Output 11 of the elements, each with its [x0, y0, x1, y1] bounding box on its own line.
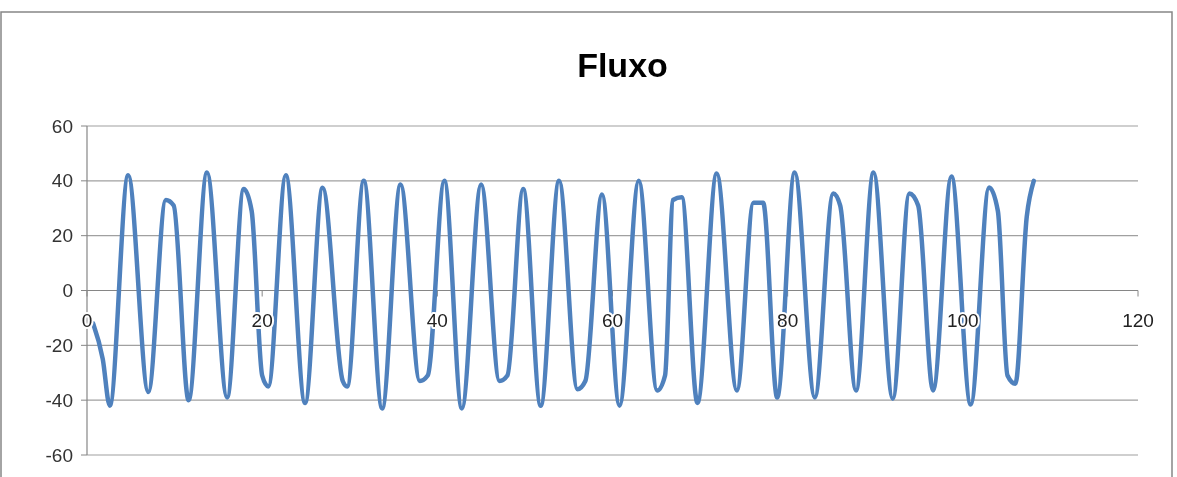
y-tick-label: -40: [45, 389, 73, 411]
y-tick-label: 60: [51, 115, 73, 137]
y-tick-label: -60: [45, 444, 73, 466]
line-series: [90, 170, 1037, 411]
x-tick-label: 120: [1122, 309, 1154, 331]
x-tick-label: 0: [81, 309, 93, 331]
y-tick-label: -20: [45, 334, 73, 356]
y-tick-label: 0: [62, 280, 73, 302]
y-tick-label: 40: [51, 170, 73, 192]
chart-title: Fluxo: [577, 46, 668, 84]
y-tick-label: 20: [51, 225, 73, 247]
